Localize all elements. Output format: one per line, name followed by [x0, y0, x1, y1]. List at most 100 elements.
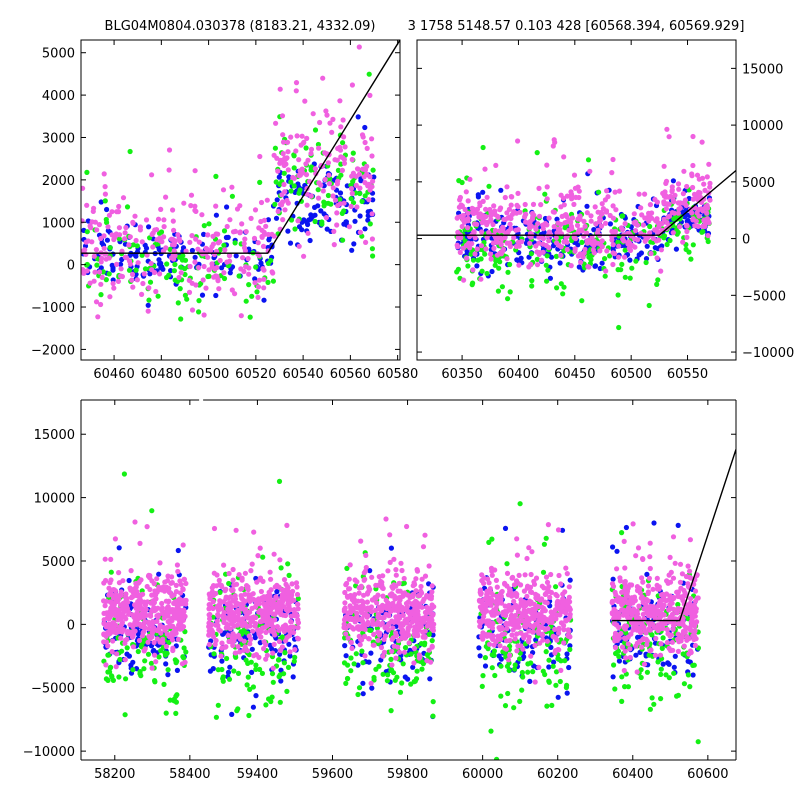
data-point: [683, 202, 689, 208]
data-point: [257, 545, 263, 551]
data-point: [258, 634, 264, 640]
data-point: [122, 712, 128, 718]
data-point: [261, 267, 267, 273]
data-point: [118, 622, 124, 628]
data-point: [582, 246, 588, 252]
data-point: [484, 194, 490, 200]
data-point: [161, 588, 168, 594]
data-point: [546, 584, 552, 590]
data-point: [174, 278, 181, 284]
data-point: [557, 678, 563, 685]
data-point: [385, 627, 391, 633]
data-point: [157, 271, 163, 277]
data-point: [111, 285, 117, 291]
data-point: [192, 259, 198, 265]
data-point: [680, 239, 686, 245]
data-point: [116, 203, 122, 210]
data-point: [291, 597, 297, 603]
data-point: [139, 291, 145, 297]
data-point: [289, 581, 295, 587]
data-point: [118, 592, 124, 599]
data-point: [675, 210, 682, 216]
data-point: [376, 663, 382, 669]
data-point: [196, 309, 202, 315]
data-point: [681, 681, 688, 687]
data-point: [558, 281, 564, 287]
data-point: [215, 622, 221, 629]
data-point: [515, 609, 522, 615]
data-point: [354, 204, 360, 210]
data-point: [161, 217, 167, 223]
data-point: [495, 213, 501, 219]
data-point: [429, 626, 435, 632]
data-point: [582, 223, 588, 229]
data-point: [188, 192, 195, 198]
data-point: [308, 193, 314, 199]
data-point: [519, 618, 526, 624]
data-point: [231, 668, 237, 674]
data-point: [643, 256, 650, 262]
data-point: [519, 687, 525, 693]
data-point: [201, 263, 207, 270]
data-point: [639, 644, 645, 650]
data-point: [384, 678, 390, 684]
data-point: [457, 249, 463, 255]
data-point: [500, 609, 506, 615]
data-point: [330, 185, 336, 191]
data-point: [455, 266, 461, 272]
data-point: [567, 646, 573, 653]
data-point: [540, 668, 546, 674]
data-point: [144, 524, 150, 530]
data-point: [480, 630, 486, 636]
data-point: [537, 640, 543, 646]
data-point: [481, 580, 487, 587]
data-point: [292, 647, 298, 653]
data-point: [112, 588, 119, 594]
data-point: [370, 178, 376, 184]
data-point: [332, 197, 339, 203]
data-point: [116, 545, 122, 551]
data-point: [272, 201, 278, 207]
data-point: [489, 536, 495, 542]
data-point: [205, 273, 211, 280]
data-point: [519, 600, 525, 606]
data-point: [685, 563, 691, 569]
data-point: [294, 584, 300, 590]
data-point: [528, 571, 534, 578]
data-point: [247, 314, 253, 320]
data-point: [192, 203, 198, 209]
data-point: [119, 248, 125, 254]
data-point: [222, 644, 228, 650]
data-point: [248, 568, 254, 574]
data-point: [477, 202, 483, 209]
data-point: [479, 683, 485, 690]
data-point: [397, 689, 404, 695]
data-point: [109, 603, 115, 609]
data-point: [280, 151, 286, 157]
data-point: [229, 193, 235, 199]
data-point: [621, 254, 628, 260]
data-point: [408, 681, 414, 687]
data-point: [291, 658, 297, 664]
data-point: [108, 664, 114, 671]
data-point: [561, 627, 567, 633]
data-point: [104, 237, 110, 243]
data-point: [295, 606, 301, 612]
data-point: [107, 294, 113, 300]
data-point: [656, 224, 662, 230]
data-point: [178, 617, 184, 623]
data-point: [526, 634, 532, 640]
data-point: [341, 134, 347, 140]
data-point: [573, 194, 579, 200]
data-point: [109, 649, 115, 655]
data-point: [215, 667, 221, 673]
data-point: [96, 222, 102, 228]
data-point: [193, 282, 199, 288]
data-point: [213, 637, 219, 644]
data-point: [246, 271, 252, 277]
data-point: [252, 276, 258, 282]
data-point: [524, 555, 530, 562]
data-point: [291, 183, 297, 189]
data-point: [111, 624, 117, 630]
data-point: [459, 223, 465, 230]
